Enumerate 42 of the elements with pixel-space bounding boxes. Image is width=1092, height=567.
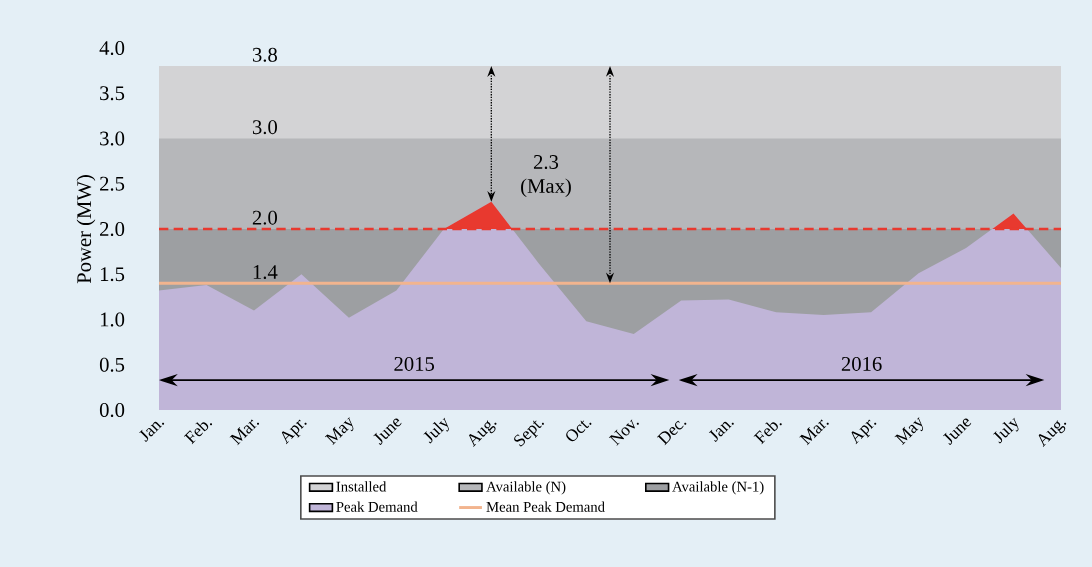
x-tick-label: Feb. xyxy=(753,422,782,445)
x-tick-label: May xyxy=(894,417,924,445)
legend-label: Available (N) xyxy=(486,481,566,495)
legend-label: Installed xyxy=(336,481,387,492)
x-tick-label: July xyxy=(423,417,449,444)
x-tick-label: Sept. xyxy=(514,420,544,447)
y-tick-label: 0.5 xyxy=(99,357,125,372)
annotation: 2015 xyxy=(394,356,435,371)
legend-label: Available (N-1) xyxy=(672,481,764,495)
y-tick-label: 2.5 xyxy=(100,176,125,191)
y-axis-title: Power (MW) xyxy=(76,175,96,284)
annotation: 2016 xyxy=(841,356,882,371)
y-tick-label: 1.0 xyxy=(100,312,125,327)
x-tick-label: Apr. xyxy=(281,419,307,445)
x-tick-label: Apr. xyxy=(851,419,877,445)
x-tick-label: June xyxy=(943,418,972,445)
x-tick-label: Dec. xyxy=(656,420,687,446)
x-tick-label: Feb. xyxy=(183,422,213,445)
x-tick-label: Mar. xyxy=(229,419,260,446)
annotation: 3.0 xyxy=(252,120,277,135)
y-tick-label: 1.5 xyxy=(100,267,125,282)
annotation: 2.0 xyxy=(252,210,277,225)
x-tick-label: Jan. xyxy=(708,421,734,442)
x-tick-label: Aug. xyxy=(469,420,497,447)
x-tick-label: June xyxy=(373,418,402,445)
annotation: 2.3 (Max) xyxy=(521,155,571,198)
y-tick-label: 2.0 xyxy=(100,221,125,237)
x-tick-label: Nov. xyxy=(608,419,639,446)
x-tick-label: May xyxy=(324,417,354,445)
y-tick-label: 4.0 xyxy=(99,40,125,56)
x-tick-label: Mar. xyxy=(799,419,829,446)
x-tick-label: Jan. xyxy=(139,421,165,442)
annotation: 3.8 xyxy=(252,47,277,62)
y-tick-label: 0.0 xyxy=(99,402,125,418)
x-tick-label: Oct. xyxy=(566,420,592,442)
annotation: 1.4 xyxy=(253,265,278,280)
y-tick-label: 3.5 xyxy=(100,86,125,101)
x-tick-label: July xyxy=(993,417,1019,444)
legend-label: Mean Peak Demand xyxy=(486,501,605,512)
y-tick-label: 3.0 xyxy=(100,131,125,146)
legend-label: Peak Demand xyxy=(336,501,418,512)
x-tick-label: Aug. xyxy=(1038,420,1067,447)
